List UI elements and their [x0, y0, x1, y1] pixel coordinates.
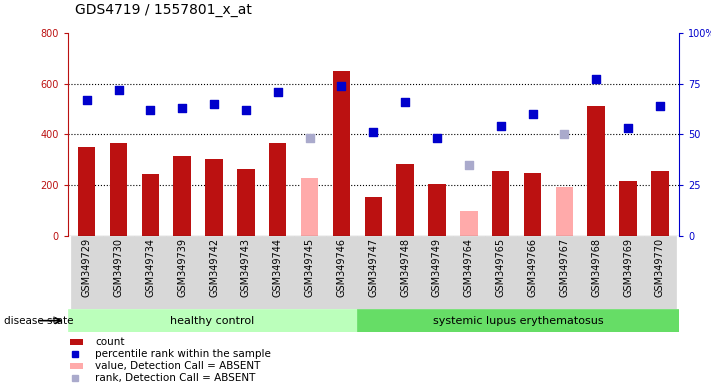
- Point: [81, 97, 92, 103]
- Text: GSM349734: GSM349734: [145, 238, 155, 297]
- Bar: [70, 236, 102, 309]
- Text: count: count: [95, 337, 124, 347]
- Text: GSM349743: GSM349743: [241, 238, 251, 297]
- Text: GSM349730: GSM349730: [114, 238, 124, 297]
- Bar: [644, 236, 676, 309]
- Bar: [333, 71, 351, 236]
- Bar: [262, 236, 294, 309]
- Text: GSM349770: GSM349770: [655, 238, 665, 298]
- Text: percentile rank within the sample: percentile rank within the sample: [95, 349, 271, 359]
- Bar: [548, 236, 580, 309]
- Point: [368, 129, 379, 136]
- Bar: [70, 362, 83, 369]
- Text: GSM349749: GSM349749: [432, 238, 442, 297]
- Bar: [389, 236, 421, 309]
- Text: GSM349739: GSM349739: [177, 238, 187, 297]
- Bar: [198, 236, 230, 309]
- Point: [176, 105, 188, 111]
- Bar: [485, 236, 517, 309]
- Bar: [555, 187, 573, 236]
- Point: [144, 107, 156, 113]
- Point: [559, 131, 570, 137]
- Text: GSM349744: GSM349744: [273, 238, 283, 297]
- Point: [336, 83, 347, 89]
- Bar: [651, 171, 668, 236]
- Text: disease state: disease state: [4, 316, 73, 326]
- Text: GSM349765: GSM349765: [496, 238, 506, 298]
- Point: [591, 76, 602, 83]
- Bar: [68, 309, 357, 332]
- Bar: [365, 197, 382, 236]
- Text: GSM349748: GSM349748: [400, 238, 410, 297]
- Text: healthy control: healthy control: [170, 316, 255, 326]
- Bar: [460, 211, 478, 236]
- Point: [304, 136, 315, 142]
- Bar: [357, 309, 679, 332]
- Bar: [269, 143, 287, 236]
- Bar: [134, 236, 166, 309]
- Bar: [141, 174, 159, 236]
- Bar: [524, 172, 541, 236]
- Text: GSM349729: GSM349729: [82, 238, 92, 298]
- Bar: [612, 236, 644, 309]
- Text: GSM349745: GSM349745: [304, 238, 314, 298]
- Bar: [109, 143, 127, 236]
- Point: [208, 101, 220, 107]
- Text: GSM349766: GSM349766: [528, 238, 538, 297]
- Bar: [421, 236, 453, 309]
- Point: [272, 89, 284, 95]
- Bar: [301, 178, 319, 236]
- Bar: [294, 236, 326, 309]
- Bar: [517, 236, 548, 309]
- Bar: [237, 169, 255, 236]
- Bar: [230, 236, 262, 309]
- Bar: [396, 164, 414, 236]
- Point: [463, 162, 474, 168]
- Bar: [358, 236, 389, 309]
- Point: [654, 103, 665, 109]
- Bar: [619, 182, 637, 236]
- Text: GDS4719 / 1557801_x_at: GDS4719 / 1557801_x_at: [75, 3, 252, 17]
- Text: GSM349747: GSM349747: [368, 238, 378, 298]
- Bar: [102, 236, 134, 309]
- Bar: [70, 339, 83, 345]
- Text: rank, Detection Call = ABSENT: rank, Detection Call = ABSENT: [95, 373, 255, 383]
- Text: value, Detection Call = ABSENT: value, Detection Call = ABSENT: [95, 361, 260, 371]
- Text: GSM349767: GSM349767: [560, 238, 570, 298]
- Bar: [453, 236, 485, 309]
- Bar: [326, 236, 358, 309]
- Text: GSM349746: GSM349746: [336, 238, 346, 297]
- Point: [527, 111, 538, 117]
- Point: [240, 107, 252, 113]
- Point: [113, 86, 124, 93]
- Bar: [587, 106, 605, 236]
- Point: [622, 125, 634, 131]
- Text: GSM349742: GSM349742: [209, 238, 219, 298]
- Text: GSM349768: GSM349768: [592, 238, 602, 297]
- Bar: [492, 171, 509, 236]
- Bar: [428, 184, 446, 236]
- Bar: [78, 147, 95, 236]
- Bar: [580, 236, 612, 309]
- Text: systemic lupus erythematosus: systemic lupus erythematosus: [433, 316, 604, 326]
- Bar: [166, 236, 198, 309]
- Bar: [205, 159, 223, 236]
- Text: GSM349769: GSM349769: [623, 238, 633, 297]
- Point: [432, 136, 443, 142]
- Text: GSM349764: GSM349764: [464, 238, 474, 297]
- Point: [400, 99, 411, 105]
- Bar: [173, 156, 191, 236]
- Point: [495, 123, 506, 129]
